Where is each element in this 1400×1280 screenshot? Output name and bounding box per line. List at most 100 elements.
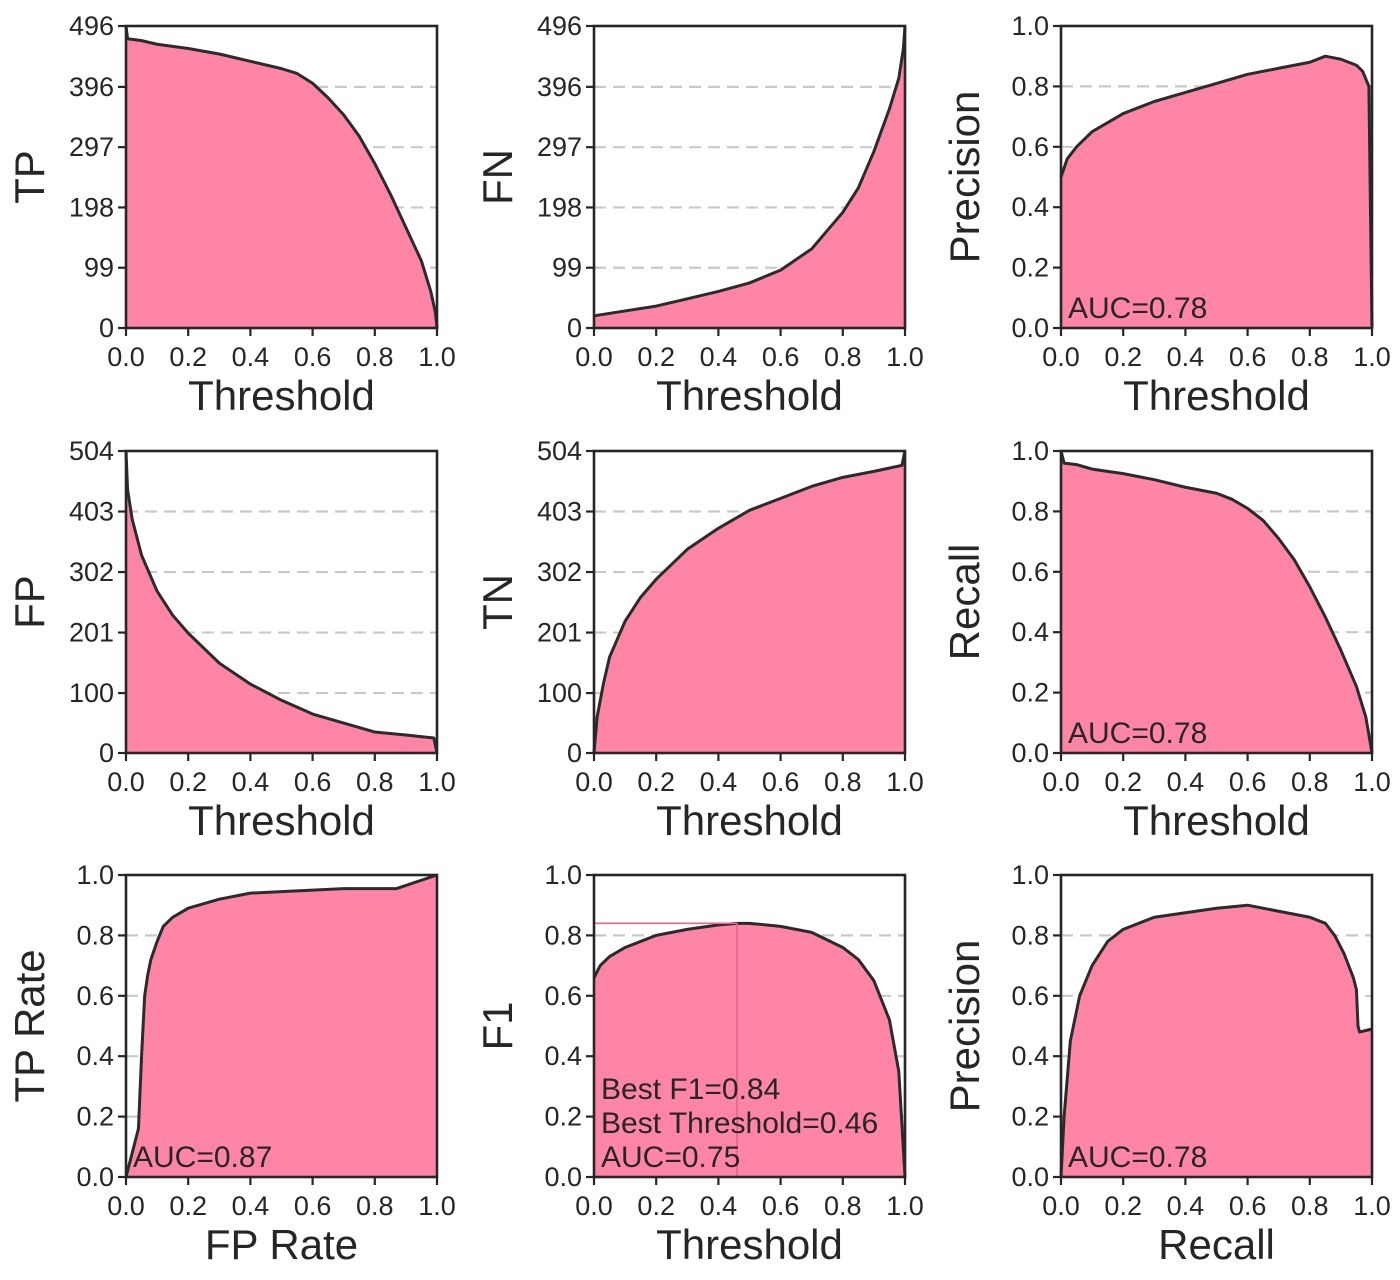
x-tick-label: 0.6: [762, 342, 800, 372]
y-axis-label: Recall: [941, 544, 988, 661]
x-tick-label: 0.2: [1104, 767, 1142, 797]
x-tick-label: 0.4: [1167, 342, 1205, 372]
x-tick-label: 0.2: [169, 1191, 207, 1221]
y-tick-label: 0.2: [76, 1102, 114, 1132]
x-axis-label: Threshold: [188, 797, 375, 844]
y-tick-label: 1.0: [544, 860, 582, 890]
x-axis-label: Threshold: [656, 372, 843, 419]
x-tick-label: 0.6: [762, 767, 800, 797]
chart-panel-pr: 0.0 0.2 0.4 0.6 0.8 1.0 0.0 0.2 0.4 0.6 0.8 1.0 Reca…: [941, 860, 1391, 1268]
area-fill: [1061, 56, 1372, 328]
x-tick-label: 1.0: [1353, 342, 1391, 372]
series-line: [124, 450, 439, 754]
annotation-text: AUC=0.87: [133, 1141, 272, 1174]
chart-panel-roc: 0.0 0.2 0.4 0.6 0.8 1.0 0.0 0.2 0.4 0.6 0.8 1.0 FP R…: [6, 860, 456, 1268]
x-tick-label: 0.4: [232, 1191, 270, 1221]
x-tick-label: 0.4: [232, 767, 270, 797]
y-tick-label: 201: [537, 618, 582, 648]
y-tick-label: 302: [537, 557, 582, 587]
annotation-text: Best Threshold=0.46: [601, 1107, 878, 1140]
series-line: [593, 25, 907, 318]
y-axis-label: Precision: [941, 940, 988, 1113]
chart-panel-fp: 0 100 201 302 403 504 0.0 0.2 0.4 0.6 0.8 1.0 Thresh…: [6, 436, 456, 844]
area-fill: [594, 923, 905, 1177]
area-fill: [126, 26, 437, 328]
y-tick-label: 396: [537, 72, 582, 102]
area-fill: [1061, 451, 1372, 753]
x-tick-label: 1.0: [1353, 1191, 1391, 1221]
axes-frame: [1059, 24, 1374, 330]
x-tick-label: 0.0: [107, 767, 145, 797]
area-fill: [594, 26, 905, 328]
y-tick-label: 0.6: [1011, 132, 1049, 162]
y-tick-label: 0: [567, 313, 582, 343]
chart-panel-precision-threshold: 0.0 0.2 0.4 0.6 0.8 1.0 0.0 0.2 0.4 0.6 0.8 1.0 Thre…: [941, 11, 1391, 419]
y-tick-label: 396: [69, 72, 114, 102]
x-tick-label: 0.0: [575, 342, 613, 372]
x-tick-label: 1.0: [886, 767, 924, 797]
series-line: [1059, 903, 1373, 1178]
x-axis-label: FP Rate: [205, 1221, 358, 1268]
annotation-text: AUC=0.75: [601, 1141, 740, 1174]
y-tick-label: 1.0: [1011, 11, 1049, 41]
area-fill: [594, 451, 905, 753]
axes-frame: [1059, 873, 1374, 1179]
series-line: [124, 25, 439, 329]
y-tick-label: 0.0: [544, 1162, 582, 1192]
y-tick-label: 201: [69, 618, 114, 648]
x-tick-label: 1.0: [418, 342, 456, 372]
x-axis-label: Threshold: [1123, 372, 1310, 419]
x-axis-label: Threshold: [1123, 797, 1310, 844]
x-tick-label: 1.0: [886, 1191, 924, 1221]
x-tick-label: 0.2: [637, 767, 675, 797]
series-line: [1059, 54, 1374, 329]
x-tick-label: 0.8: [1291, 342, 1329, 372]
y-tick-label: 100: [69, 678, 114, 708]
y-axis-label: F1: [474, 1001, 521, 1050]
y-tick-label: 496: [537, 11, 582, 41]
x-tick-label: 1.0: [418, 767, 456, 797]
series-line: [592, 921, 907, 1178]
x-tick-label: 0.0: [107, 342, 145, 372]
x-tick-label: 0.8: [824, 1191, 862, 1221]
y-tick-label: 0.8: [544, 920, 582, 950]
x-tick-label: 0.4: [1167, 1191, 1205, 1221]
y-tick-label: 297: [537, 132, 582, 162]
y-tick-label: 0.8: [76, 920, 114, 950]
x-axis-label: Threshold: [656, 1221, 843, 1268]
x-tick-label: 0.8: [824, 342, 862, 372]
y-tick-label: 0.2: [1011, 253, 1049, 283]
y-tick-label: 99: [84, 253, 114, 283]
x-tick-label: 0.2: [169, 767, 207, 797]
x-tick-label: 0.8: [824, 767, 862, 797]
y-tick-label: 0.0: [1011, 313, 1049, 343]
y-tick-label: 100: [537, 678, 582, 708]
area-fill: [126, 451, 437, 753]
series-line: [592, 450, 907, 754]
y-tick-label: 504: [537, 436, 582, 466]
y-tick-label: 0.2: [544, 1102, 582, 1132]
x-axis-label: Recall: [1158, 1221, 1275, 1268]
x-tick-label: 0.0: [575, 1191, 613, 1221]
y-axis-label: FP: [6, 575, 53, 629]
y-axis-label: FN: [474, 149, 521, 205]
x-tick-label: 0.6: [1229, 342, 1267, 372]
y-tick-label: 403: [69, 497, 114, 527]
y-tick-label: 1.0: [1011, 860, 1049, 890]
axes-frame: [124, 873, 439, 1179]
x-tick-label: 0.6: [762, 1191, 800, 1221]
x-tick-label: 0.6: [294, 1191, 332, 1221]
x-tick-label: 0.0: [1042, 1191, 1080, 1221]
y-tick-label: 504: [69, 436, 114, 466]
x-tick-label: 1.0: [418, 1191, 456, 1221]
y-tick-label: 0.0: [1011, 738, 1049, 768]
y-tick-label: 0.4: [1011, 192, 1049, 222]
annotation-text: Best F1=0.84: [601, 1073, 780, 1106]
x-tick-label: 0.2: [1104, 1191, 1142, 1221]
y-tick-label: 0.4: [1011, 617, 1049, 647]
x-tick-label: 0.2: [1104, 342, 1142, 372]
x-tick-label: 0.4: [232, 342, 270, 372]
y-tick-label: 1.0: [76, 860, 114, 890]
y-tick-label: 0.0: [1011, 1162, 1049, 1192]
